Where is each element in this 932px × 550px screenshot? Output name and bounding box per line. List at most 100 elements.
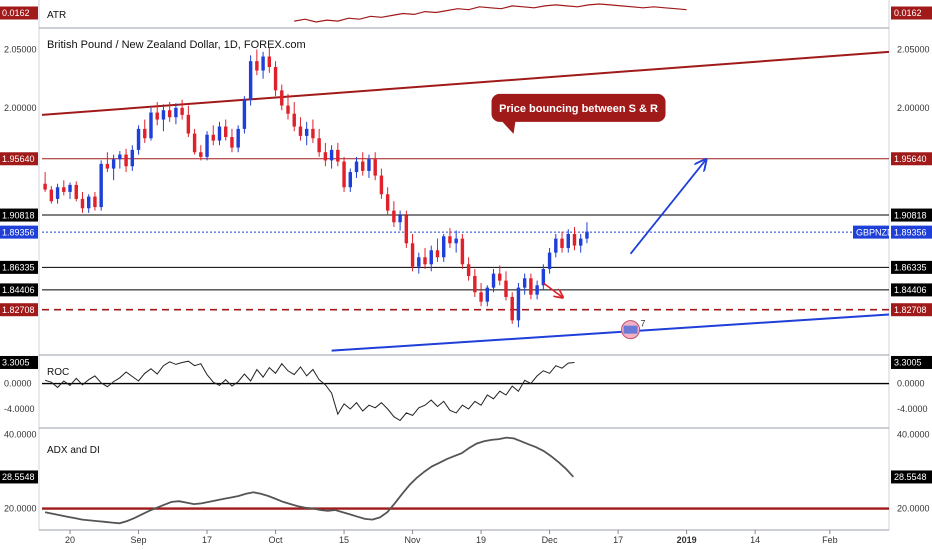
- adx-tick-right-2: 20.0000: [897, 504, 930, 514]
- symbol-tag-bg: [853, 225, 889, 239]
- roc-tag-left-0-bg: [0, 355, 38, 369]
- price-tick-right-1: 2.00000: [897, 103, 930, 113]
- candle-body: [161, 110, 166, 120]
- candle-body: [585, 231, 589, 239]
- candle-body: [55, 187, 60, 199]
- price-tag-right-5-text: 1.86335: [894, 263, 927, 273]
- candle-body: [230, 137, 234, 148]
- resistance-trendline: [41, 50, 890, 116]
- candle-body: [267, 56, 272, 68]
- price-tag-left-4-text: 1.89356: [2, 227, 35, 237]
- candle-body: [167, 110, 172, 118]
- candle-body: [111, 159, 116, 169]
- price-tag-right-7-text: 1.82708: [894, 305, 927, 315]
- candle-body: [124, 154, 128, 167]
- adx-pane: ADX and DI 40.0000 40.0000 28.5548 28.5548 2…: [0, 430, 932, 525]
- price-tag-left-3-bg: [0, 208, 38, 222]
- candle-body: [236, 128, 240, 148]
- candle-body: [554, 238, 558, 253]
- candle-body: [522, 278, 527, 288]
- price-tag-right-4-text: 1.89356: [894, 227, 927, 237]
- candle-body: [572, 233, 577, 246]
- calendar-badge-inner: [623, 325, 638, 334]
- atr-tag-right-bg: [891, 6, 932, 20]
- x-tick-label-4: 15: [339, 535, 349, 545]
- candle-body: [435, 250, 440, 258]
- candle-body: [560, 238, 564, 248]
- roc-tag-right-0-text: 3.3005: [894, 358, 922, 368]
- candle-body: [199, 152, 203, 157]
- calendar-badge-count: 7: [641, 319, 646, 329]
- candle-body: [342, 161, 346, 188]
- price-tag-left-3-text: 1.90818: [2, 210, 35, 220]
- candle-body: [535, 285, 539, 295]
- candles-group: [43, 47, 589, 328]
- candle-body: [504, 280, 508, 297]
- candle-body: [354, 161, 359, 173]
- candle-body: [105, 163, 110, 169]
- candle-body: [242, 99, 247, 129]
- price-tag-right-7-bg: [891, 303, 932, 317]
- atr-pane: ATR 0.0162 0.0162: [0, 3, 932, 23]
- candle-body: [292, 113, 296, 127]
- candle-body: [62, 187, 66, 192]
- x-axis: 20 Sep 17 Oct 15 Nov 19 Dec 17 2019 14 Feb: [65, 530, 838, 545]
- price-tag-right-5-bg: [891, 260, 932, 274]
- price-tag-left-7-bg: [0, 303, 38, 317]
- candle-body: [280, 90, 284, 106]
- adx-tag-left-1-bg: [0, 470, 38, 484]
- candle-body: [286, 105, 290, 114]
- price-tag-right-2-text: 1.95640: [894, 154, 927, 164]
- candle-body: [361, 161, 365, 171]
- candle-body: [149, 112, 153, 139]
- candle-body: [516, 287, 521, 321]
- candle-body: [336, 149, 340, 162]
- callout-text: Price bouncing between S & R: [499, 103, 658, 115]
- candle-body: [86, 196, 91, 209]
- roc-tag-right-0-bg: [891, 355, 932, 369]
- candle-body: [317, 138, 321, 153]
- price-tag-right-3-bg: [891, 208, 932, 222]
- x-tick-label-7: Dec: [542, 535, 559, 545]
- roc-series-line: [44, 360, 575, 422]
- adx-tick-left-2: 20.0000: [4, 504, 37, 514]
- candle-body: [541, 268, 546, 286]
- price-tag-left-7-text: 1.82708: [2, 305, 35, 315]
- roc-tag-left-0-text: 3.3005: [2, 358, 30, 368]
- x-tick-label-5: Nov: [405, 535, 422, 545]
- x-tick-label-9: 2019: [677, 535, 697, 545]
- roc-tick-left-1: 0.0000: [4, 379, 32, 389]
- roc-pane: ROC 3.3005 3.3005 0.0000 0.0000 -4.0000 -4.00…: [0, 355, 932, 422]
- candle-body: [348, 172, 352, 188]
- candle-body: [466, 264, 471, 276]
- candle-body: [261, 56, 265, 71]
- chart-title: British Pound / New Zealand Dollar, 1D, …: [47, 39, 306, 51]
- adx-label: ADX and DI: [47, 445, 100, 456]
- candle-body: [273, 67, 278, 91]
- projection-arrow: [629, 160, 706, 255]
- candle-body: [510, 296, 514, 321]
- candle-body: [398, 215, 402, 223]
- candle-body: [460, 238, 465, 265]
- price-tag-left-5-bg: [0, 260, 38, 274]
- candle-body: [498, 273, 502, 281]
- candle-body: [392, 210, 396, 223]
- small-red-arrow: [542, 282, 562, 297]
- roc-tick-left-2: -4.0000: [4, 404, 35, 414]
- atr-tag-left-bg: [0, 6, 38, 20]
- candle-body: [454, 238, 458, 244]
- price-tag-left-6-bg: [0, 283, 38, 297]
- candle-body: [473, 275, 477, 293]
- candle-body: [255, 61, 259, 71]
- x-tick-label-10: 14: [750, 535, 760, 545]
- candle-body: [448, 236, 452, 244]
- adx-tag-right-1-text: 28.5548: [894, 472, 927, 482]
- price-tag-left-4-bg: [0, 225, 38, 239]
- candle-body: [217, 126, 222, 141]
- x-tick-label-2: 17: [202, 535, 212, 545]
- candle-body: [311, 128, 315, 139]
- candle-body: [404, 215, 409, 244]
- price-tag-left-2-bg: [0, 152, 38, 166]
- candle-body: [155, 112, 159, 120]
- candle-body: [93, 196, 97, 208]
